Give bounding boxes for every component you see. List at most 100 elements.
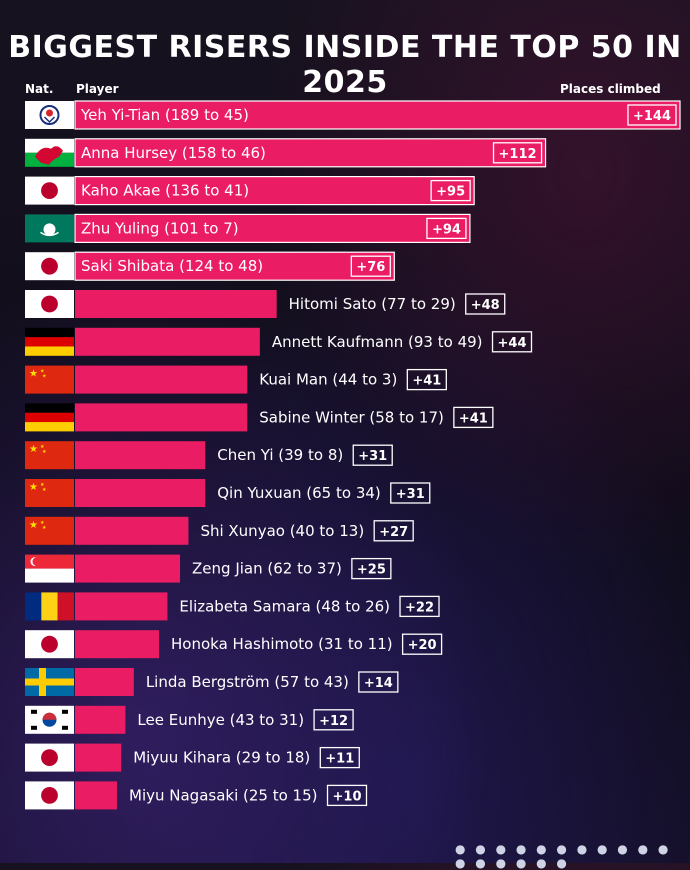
- player-label: Zhu Yuling (101 to 7): [81, 219, 239, 237]
- player-label: Zeng Jian (62 to 37): [192, 560, 342, 578]
- bar: [75, 252, 395, 281]
- svg-text:★: ★: [40, 444, 45, 450]
- svg-text:★: ★: [42, 374, 47, 380]
- player-label: Kuai Man (44 to 3): [259, 371, 397, 389]
- bar: [75, 516, 189, 545]
- singapore-flag-icon: [25, 554, 74, 583]
- value-label: +11: [325, 752, 354, 767]
- bar: [75, 138, 546, 167]
- player-label: Miyuu Kihara (29 to 18): [133, 749, 310, 767]
- chart-row: Zeng Jian (62 to 37) +25: [25, 554, 392, 583]
- value-label: +10: [333, 789, 362, 804]
- germany-flag-icon: [25, 327, 74, 356]
- svg-text:★: ★: [42, 449, 47, 455]
- value-label: +76: [356, 260, 385, 275]
- value-box: [399, 595, 440, 618]
- japan-flag-icon: [25, 290, 74, 318]
- value-label: +41: [412, 374, 441, 389]
- player-label: Honoka Hashimoto (31 to 11): [171, 635, 393, 653]
- value-box: [326, 784, 368, 807]
- bar: [75, 743, 122, 772]
- bar: [75, 403, 248, 432]
- value-label: +112: [499, 147, 537, 162]
- value-box: [390, 482, 431, 504]
- bar: [75, 290, 277, 318]
- value-label: +44: [498, 336, 527, 351]
- china-flag-icon: ★ ★★: [25, 365, 74, 394]
- value-box: [430, 179, 471, 202]
- chart-row: Anna Hursey (158 to 46) +112: [25, 138, 547, 168]
- chart-row: Sabine Winter (58 to 17) +41: [25, 403, 494, 432]
- svg-text:★: ★: [29, 482, 38, 493]
- player-label: Miyu Nagasaki (25 to 15): [129, 786, 318, 804]
- value-label: +95: [436, 185, 465, 200]
- chart-row: Miyu Nagasaki (25 to 15) +10: [25, 781, 368, 810]
- bar: [75, 441, 206, 470]
- value-box: [358, 671, 399, 693]
- japan-flag-icon: [25, 743, 74, 772]
- china-flag-icon: ★ ★★: [25, 516, 74, 545]
- bar: [75, 705, 126, 734]
- value-box: [453, 406, 494, 429]
- player-label: Chen Yi (39 to 8): [217, 446, 343, 464]
- japan-flag-icon: [25, 176, 74, 205]
- player-label: Hitomi Sato (77 to 29): [289, 295, 456, 313]
- player-label: Saki Shibata (124 to 48): [81, 257, 263, 275]
- chart-row: Hitomi Sato (77 to 29) +48: [25, 290, 506, 318]
- japan-flag-icon: [25, 630, 74, 659]
- value-label: +20: [408, 638, 437, 653]
- bar: [75, 101, 680, 129]
- svg-text:★: ★: [29, 520, 38, 531]
- header-player: Player: [76, 82, 119, 96]
- romania-flag-icon: [25, 592, 74, 621]
- chinese-taipei-flag-icon: [25, 101, 74, 129]
- player-label: Linda Bergström (57 to 43): [146, 673, 349, 691]
- svg-text:★: ★: [42, 487, 47, 493]
- value-label: +25: [357, 563, 386, 578]
- header-nat: Nat.: [25, 82, 54, 96]
- macau-flag-icon: [25, 214, 74, 243]
- bar: [75, 365, 248, 394]
- chart-row: Miyuu Kihara (29 to 18) +11: [25, 743, 360, 772]
- value-box: [492, 142, 543, 164]
- player-label: Qin Yuxuan (65 to 34): [217, 484, 381, 502]
- svg-text:★: ★: [42, 525, 47, 531]
- chart-row: Yeh Yi-Tian (189 to 45) +144: [25, 100, 681, 130]
- chart-title: BIGGEST RISERS INSIDE THE TOP 50 IN 2025: [8, 30, 682, 100]
- bar: [75, 214, 470, 243]
- svg-text:★: ★: [29, 444, 38, 455]
- chart-row: ★ ★★ Chen Yi (39 to 8) +31: [25, 441, 393, 470]
- bar: [75, 592, 168, 621]
- value-label: +22: [405, 600, 434, 615]
- value-box: [319, 746, 360, 769]
- value-box: [351, 557, 392, 580]
- chart-row: Linda Bergström (57 to 43) +14: [25, 668, 399, 696]
- value-label: +144: [633, 109, 671, 124]
- player-label: Lee Eunhye (43 to 31): [137, 711, 304, 729]
- value-box: [465, 293, 506, 315]
- china-flag-icon: ★ ★★: [25, 479, 74, 507]
- chart-row: Saki Shibata (124 to 48) +76: [25, 251, 395, 281]
- value-box: [426, 217, 467, 240]
- page-indicator-dots: ● ● ● ● ● ● ● ● ● ● ● ● ● ● ● ● ●: [455, 842, 672, 870]
- bar: [75, 668, 134, 696]
- wales-flag-icon: [25, 138, 74, 167]
- korea-flag-icon: [25, 705, 74, 734]
- chart-row: ★ ★★ Qin Yuxuan (65 to 34) +31: [25, 479, 431, 507]
- value-box: [406, 368, 447, 391]
- bar: [75, 479, 206, 507]
- chart-row: Honoka Hashimoto (31 to 11) +20: [25, 630, 443, 659]
- value-box: [350, 255, 391, 277]
- player-label: Shi Xunyao (40 to 13): [200, 522, 364, 540]
- header-places-climbed: Places climbed: [560, 82, 661, 96]
- value-box: [373, 520, 414, 542]
- chart-row: ★ ★★ Shi Xunyao (40 to 13) +27: [25, 516, 414, 545]
- player-label: Sabine Winter (58 to 17): [259, 408, 444, 426]
- bar: [75, 554, 181, 583]
- bar: [75, 630, 160, 659]
- value-label: +27: [379, 525, 408, 540]
- chart-row: Elizabeta Samara (48 to 26) +22: [25, 592, 440, 621]
- svg-text:★: ★: [40, 520, 45, 526]
- value-label: +14: [364, 676, 393, 691]
